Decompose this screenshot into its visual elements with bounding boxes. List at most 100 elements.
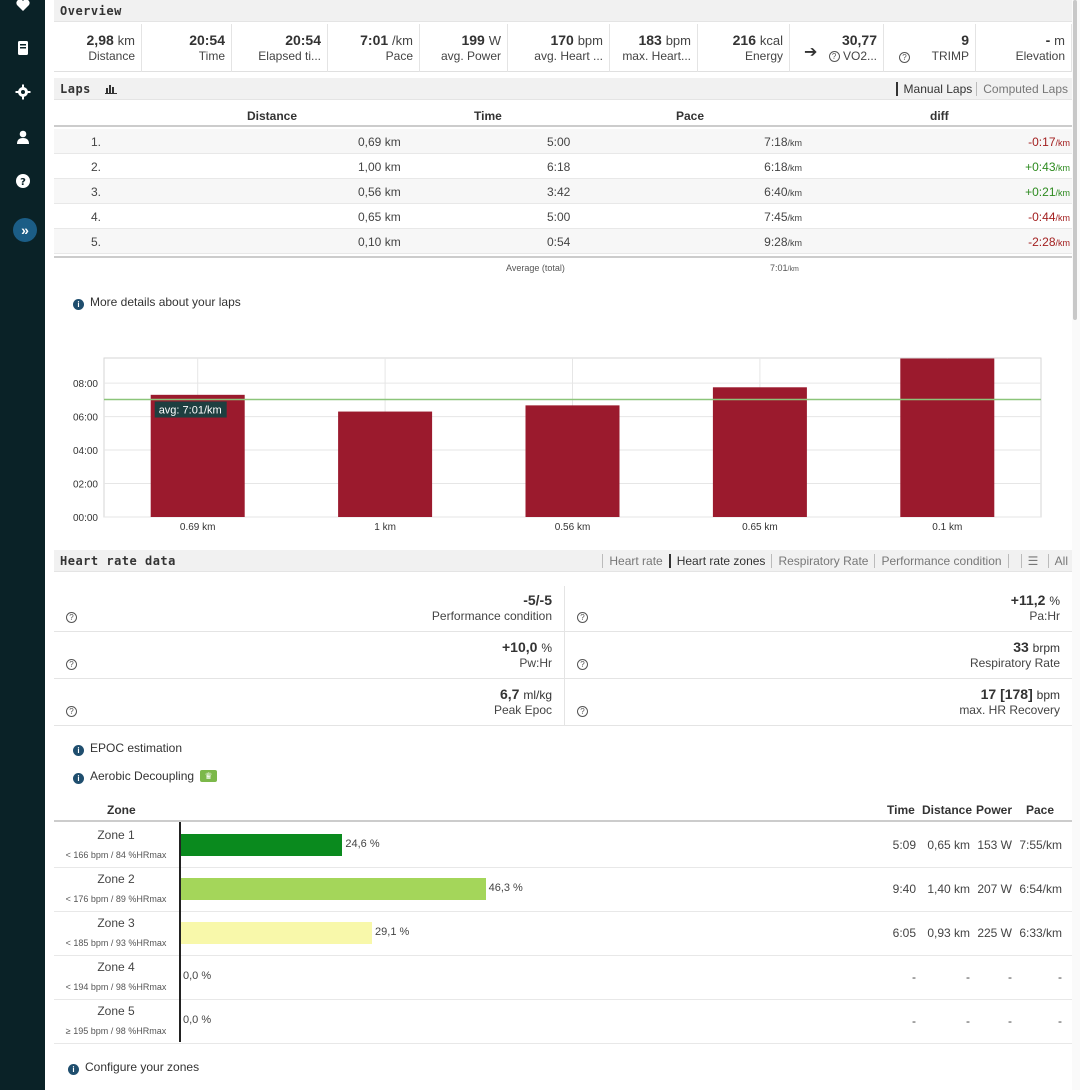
scrollbar-thumb[interactable] xyxy=(1073,0,1077,320)
hr-metric: ? +11,2 % Pa:Hr xyxy=(565,586,1072,632)
scrollbar[interactable] xyxy=(1072,0,1080,1090)
stat-value: 30,77 xyxy=(841,32,877,48)
expand-sidebar-icon[interactable]: » xyxy=(13,218,37,242)
lap-number: 4. xyxy=(91,210,102,224)
tab-heart-rate-zones[interactable]: Heart rate zones xyxy=(668,554,766,568)
tab-manual-laps[interactable]: Manual Laps xyxy=(895,82,973,96)
zone-pace: 6:33/km xyxy=(1019,926,1062,940)
zone-bar xyxy=(180,878,486,900)
gear-icon[interactable] xyxy=(0,77,45,107)
hr-metric: ? +10,0 % Pw:Hr xyxy=(54,633,564,679)
hr-metric: ? 33 brpm Respiratory Rate xyxy=(565,633,1072,679)
epoc-estimation-link[interactable]: i EPOC estimation xyxy=(73,741,182,756)
zone-time: 9:40 xyxy=(892,882,916,896)
stat-unit: km xyxy=(117,33,135,48)
book-icon[interactable] xyxy=(0,33,45,63)
col-diff: diff xyxy=(930,109,949,123)
arrow-right-icon: ➔ xyxy=(804,44,818,61)
help-circle-icon[interactable]: ? xyxy=(66,612,77,623)
stat-0: 2,98 km Distance xyxy=(54,24,142,72)
more-details-link[interactable]: i More details about your laps xyxy=(73,295,241,310)
stat-value-wrap: 20:54 xyxy=(236,32,321,48)
metric-value: +10,0 % xyxy=(502,639,552,655)
zone-name: Zone 1 xyxy=(97,828,135,842)
lap-time: 0:54 xyxy=(547,235,571,249)
list-icon: ☰ xyxy=(1020,554,1042,568)
lap-row[interactable]: 1. 0,69 km 5:00 7:18/km -0:17/km xyxy=(54,129,1072,154)
help-circle-icon[interactable]: ? xyxy=(577,706,588,717)
user-icon[interactable] xyxy=(0,122,45,152)
stat-value: 183 xyxy=(638,32,662,48)
bar xyxy=(338,411,433,517)
x-tick-label: 0.1 km xyxy=(932,522,962,533)
stat-unit: W xyxy=(488,33,501,48)
zone-time: 6:05 xyxy=(892,926,916,940)
bar xyxy=(712,387,807,517)
stat-value: 2,98 xyxy=(86,32,114,48)
zone-threshold: < 176 bpm / 89 %HRmax xyxy=(65,894,167,904)
tab-heart-rate[interactable]: Heart rate xyxy=(602,554,663,568)
lap-diff: -2:28/km xyxy=(1028,235,1070,249)
zone-power: 207 W xyxy=(977,882,1012,896)
chart-icon[interactable] xyxy=(104,84,117,94)
tab-computed-laps[interactable]: Computed Laps xyxy=(976,82,1068,96)
zone-time: 5:09 xyxy=(892,838,916,852)
stat-label: max. Heart... xyxy=(622,49,691,63)
hr-metric: ? 17 [178] bpm max. HR Recovery xyxy=(565,680,1072,726)
stat-label: Elevation xyxy=(1015,49,1065,63)
lap-row[interactable]: 5. 0,10 km 0:54 9:28/km -2:28/km xyxy=(54,229,1072,254)
help-circle-icon[interactable]: ? xyxy=(577,612,588,623)
lap-diff: +0:21/km xyxy=(1025,185,1070,199)
zones-table-header: Zone Time Distance Power Pace xyxy=(54,800,1072,822)
lap-number: 1. xyxy=(91,135,102,149)
help-circle-icon[interactable]: ? xyxy=(66,659,77,670)
bar xyxy=(525,405,620,517)
help-icon[interactable]: ? xyxy=(0,166,45,196)
col-zone-time: Time xyxy=(887,803,915,817)
y-tick-label: 02:00 xyxy=(73,480,98,491)
lap-row[interactable]: 3. 0,56 km 3:42 6:40/km +0:21/km xyxy=(54,179,1072,204)
zone-percent: 0,0 % xyxy=(183,1014,212,1026)
stat-value-wrap: 2,98 km xyxy=(54,32,135,48)
info-icon: i xyxy=(73,773,84,784)
activity-icon[interactable] xyxy=(0,0,45,20)
lap-row[interactable]: 2. 1,00 km 6:18 6:18/km +0:43/km xyxy=(54,154,1072,179)
stat-value: 216 xyxy=(732,32,756,48)
lap-row[interactable]: 4. 0,65 km 5:00 7:45/km -0:44/km xyxy=(54,204,1072,229)
zone-name: Zone 4 xyxy=(97,960,135,974)
metric-value: -5/-5 xyxy=(523,592,552,608)
tab-respiratory-rate[interactable]: Respiratory Rate xyxy=(771,554,869,568)
metrics-divider xyxy=(564,586,565,726)
stat-3: 7:01 /km Pace xyxy=(332,24,420,72)
metric-label: max. HR Recovery xyxy=(959,703,1060,717)
tab-all[interactable]: ☰ All xyxy=(1007,554,1068,568)
help-circle-icon[interactable]: ? xyxy=(828,51,840,62)
zone-power: 153 W xyxy=(977,838,1012,852)
sidebar: ? » xyxy=(0,0,45,1090)
zone-row: Zone 3 < 185 bpm / 93 %HRmax 29,1 % 6:05 0,9… xyxy=(54,912,1072,956)
help-circle-icon[interactable]: ? xyxy=(577,659,588,670)
y-tick-label: 04:00 xyxy=(73,446,98,457)
lap-number: 3. xyxy=(91,185,102,199)
metric-value: 17 [178] bpm xyxy=(980,686,1060,702)
stat-value: 170 xyxy=(550,32,574,48)
lap-number: 2. xyxy=(91,160,102,174)
help-circle-icon[interactable]: ? xyxy=(66,706,77,717)
col-distance: Distance xyxy=(247,109,298,123)
stat-value-wrap: 170 bpm xyxy=(512,32,603,48)
stat-value: 199 xyxy=(461,32,485,48)
lap-distance: 1,00 km xyxy=(358,160,401,174)
lap-time: 3:42 xyxy=(547,185,571,199)
tab-performance-condition[interactable]: Performance condition xyxy=(874,554,1002,568)
lap-time: 6:18 xyxy=(547,160,571,174)
laps-pace-chart: 00:00 02:00 04:00 06:00 08:00 0.69 km 1 km 0.56… xyxy=(73,357,1042,533)
zone-time: - xyxy=(912,1014,916,1028)
y-tick-label: 00:00 xyxy=(73,513,98,524)
help-circle-icon[interactable]: ? xyxy=(899,52,910,63)
lap-time: 5:00 xyxy=(547,210,571,224)
configure-zones-link[interactable]: i Configure your zones xyxy=(68,1060,199,1075)
laps-average-row: Average (total) 7:01/km xyxy=(54,256,1072,276)
zone-percent: 29,1 % xyxy=(375,926,410,938)
zone-distance: 0,65 km xyxy=(927,838,970,852)
aerobic-decoupling-link[interactable]: i Aerobic Decoupling ♛ xyxy=(73,769,218,784)
